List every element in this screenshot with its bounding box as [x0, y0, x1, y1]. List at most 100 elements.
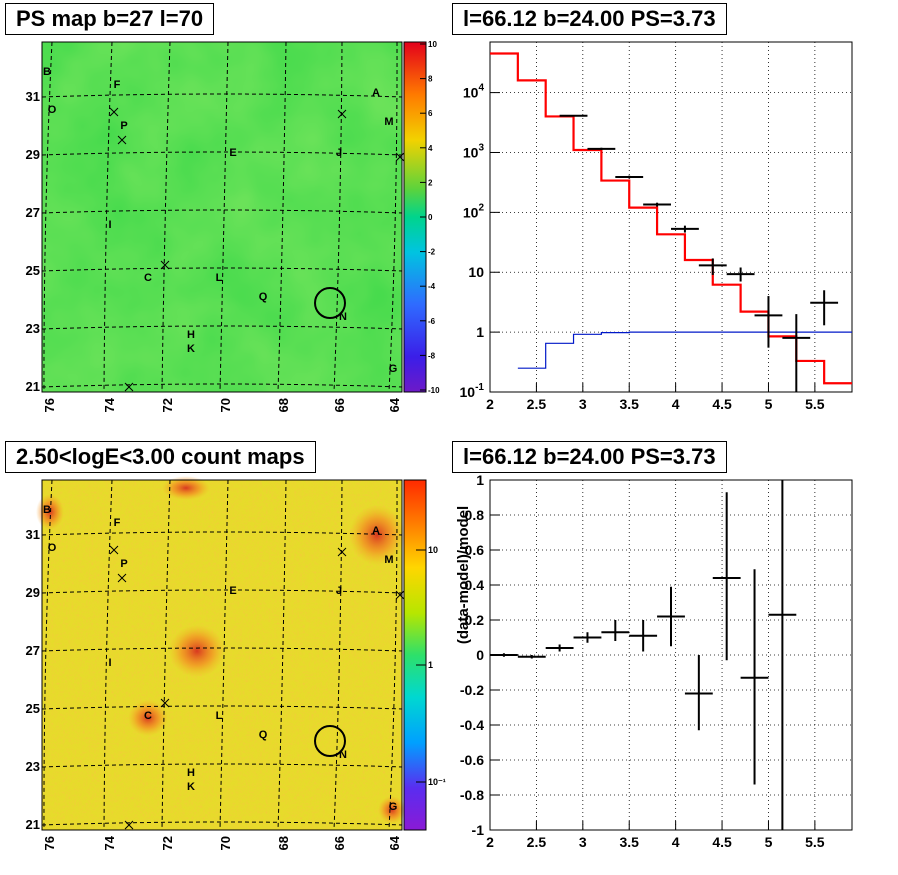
map-grid-line — [388, 479, 398, 831]
x-tick-label: 2 — [486, 834, 494, 850]
map-y-tick-label: 31 — [26, 89, 40, 104]
count-map-grid — [41, 479, 403, 831]
colorbar-tick-label: 4 — [428, 144, 433, 153]
map-source-label: A — [372, 87, 380, 99]
y-tick-label: 0.8 — [465, 507, 485, 523]
map-source-cross — [337, 109, 347, 119]
map-x-tick-label: 70 — [218, 836, 233, 850]
colorbar-tick-label: 6 — [428, 109, 433, 118]
count-map-hotspot-c — [128, 700, 168, 736]
map-grid-line — [103, 41, 113, 393]
count-map-hotspot-g — [378, 796, 406, 824]
map-x-tick-label: 64 — [387, 397, 402, 412]
map-grid-line — [333, 41, 343, 393]
map-source-cross — [109, 545, 119, 555]
y-tick-label: -0.2 — [460, 682, 484, 698]
count-map-hotspot-top — [162, 476, 210, 500]
x-tick-label: 3.5 — [619, 396, 639, 412]
count-map-colorbar — [403, 479, 427, 831]
map-grid-line — [43, 479, 53, 831]
map-grid-line — [219, 41, 229, 393]
colorbar-tick-label: -4 — [428, 282, 436, 291]
y-tick-label: 0.4 — [465, 577, 485, 593]
count-map-target-circle — [314, 725, 346, 757]
map-y-tick-label: 23 — [26, 759, 40, 774]
ps-map-grid — [41, 41, 403, 393]
x-tick-label: 5.5 — [805, 396, 825, 412]
y-tick-label: 104 — [463, 83, 485, 101]
x-tick-label: 5 — [765, 396, 773, 412]
map-source-cross — [124, 820, 134, 830]
residual-grid — [489, 479, 852, 831]
map-y-tick-label: 27 — [26, 643, 40, 658]
map-source-label: I — [108, 219, 111, 231]
map-source-label: P — [120, 120, 127, 132]
map-y-tick-label: 25 — [26, 263, 40, 278]
map-grid-line — [219, 479, 229, 831]
map-source-cross — [160, 260, 170, 270]
map-x-tick-label: 66 — [332, 398, 347, 412]
ps-map-title: PS map b=27 l=70 — [5, 3, 215, 35]
map-y-tick-label: 29 — [26, 147, 40, 162]
map-source-label: Q — [259, 291, 268, 303]
residual-y-axis-label: (data-model)/model — [455, 506, 472, 644]
map-source-label: C — [144, 272, 152, 284]
map-source-label: M — [384, 116, 393, 128]
colorbar-tick-label: 10 — [428, 545, 438, 555]
map-source-label: E — [229, 147, 236, 159]
count-map-title: 2.50<logE<3.00 count maps — [5, 441, 316, 473]
spectrum-frame — [489, 41, 853, 393]
map-grid-line — [277, 479, 287, 831]
colorbar-tick-label: 1 — [428, 660, 433, 670]
y-tick-label: 0.6 — [465, 542, 485, 558]
map-source-label: L — [216, 710, 223, 722]
count-map-source-labels: B F A O M P E J I C L Q N HK G — [43, 504, 405, 830]
x-tick-label: 4 — [672, 396, 680, 412]
spectrum-axes: 2 2.5 3 3.5 4 4.5 5 5.5 10-1 1 10 102 103 104 — [460, 83, 825, 412]
map-grid-line — [333, 479, 343, 831]
map-source-label: E — [229, 585, 236, 597]
y-tick-label: 1 — [476, 472, 484, 488]
residual-axes: 2 2.5 3 3.5 4 4.5 5 5.5 -1 -0.8 -0.6 -0.4 -0.2 0 0.2 0.… — [460, 472, 825, 850]
map-source-label: M — [384, 554, 393, 566]
map-source-label: O — [48, 104, 57, 116]
map-y-tick-label: 25 — [26, 701, 40, 716]
spectrum-title: l=66.12 b=24.00 PS=3.73 — [452, 3, 727, 35]
colorbar-tick-label: -6 — [428, 317, 436, 326]
map-x-tick-label: 68 — [276, 398, 291, 412]
spectrum-model-line — [490, 52, 852, 385]
count-map-panel: 76 74 72 70 68 66 64 31 29 27 25 23 21 B F A O M P E J I C L Q N… — [26, 476, 446, 850]
y-tick-label: -0.8 — [460, 787, 484, 803]
map-x-tick-label: 76 — [42, 398, 57, 412]
map-source-label: F — [114, 517, 121, 529]
colorbar-tick-label: 8 — [428, 75, 433, 84]
colorbar-tick-label: 2 — [428, 178, 433, 187]
map-source-label: L — [216, 272, 223, 284]
map-source-label: K — [187, 343, 195, 355]
x-tick-label: 4.5 — [712, 834, 732, 850]
count-map-frame — [41, 479, 403, 831]
map-y-tick-label: 27 — [26, 205, 40, 220]
x-tick-label: 4 — [672, 834, 680, 850]
map-source-cross — [337, 547, 347, 557]
ps-map-source-labels: B F A O M P E J I C L Q N HK G — [43, 66, 405, 392]
map-grid-line — [161, 479, 171, 831]
residual-title: l=66.12 b=24.00 PS=3.73 — [452, 441, 727, 473]
colorbar-tick-label: 10⁻¹ — [428, 777, 446, 787]
map-source-cross — [117, 135, 127, 145]
count-map-hotspot-b — [169, 625, 225, 677]
y-tick-label: 102 — [463, 202, 485, 220]
map-source-label: Q — [259, 729, 268, 741]
map-x-tick-label: 74 — [102, 835, 117, 850]
map-grid-line — [388, 41, 398, 393]
x-tick-label: 5.5 — [805, 834, 825, 850]
map-y-tick-label: 23 — [26, 321, 40, 336]
x-tick-label: 2.5 — [527, 396, 547, 412]
colorbar-tick-label: -10 — [428, 386, 440, 395]
spectrum-series — [490, 52, 852, 392]
ps-map-texture — [42, 42, 402, 392]
colorbar-tick-label: 10 — [428, 40, 437, 49]
x-tick-label: 5 — [765, 834, 773, 850]
colorbar-tick-label: -2 — [428, 248, 436, 257]
